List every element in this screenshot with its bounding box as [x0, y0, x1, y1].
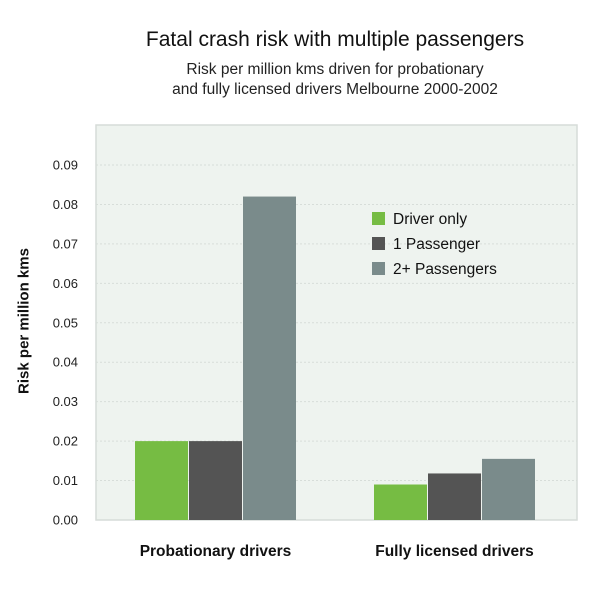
bar-1-passenger-fully-licensed — [428, 473, 481, 520]
bars — [135, 196, 535, 521]
category-label: Fully licensed drivers — [375, 543, 534, 560]
y-tick-label: 0.07 — [53, 236, 78, 251]
x-axis-categories: Probationary drivers Fully licensed drive… — [140, 543, 534, 560]
y-tick-label: 0.04 — [53, 355, 78, 370]
chart-subtitle: Risk per million kms driven for probatio… — [0, 60, 600, 100]
legend-label: 1 Passenger — [393, 236, 480, 253]
bar-1-passenger-probationary — [189, 441, 242, 520]
legend-label: 2+ Passengers — [393, 261, 497, 278]
legend: Driver only 1 Passenger 2+ Passengers — [372, 211, 497, 278]
y-tick-label: 0.09 — [53, 158, 78, 173]
legend-label: Driver only — [393, 211, 467, 228]
legend-swatch — [372, 212, 385, 225]
bar-driver-only-fully-licensed — [374, 484, 427, 520]
y-axis-ticks: 0.00 0.01 0.02 0.03 0.04 0.05 0.06 0.07 0.08 0.09 — [53, 158, 78, 528]
y-tick-label: 0.08 — [53, 197, 78, 212]
subtitle-line-1: Risk per million kms driven for probatio… — [186, 61, 484, 78]
category-label: Probationary drivers — [140, 543, 292, 560]
bar-driver-only-probationary — [135, 441, 188, 520]
legend-swatch — [372, 262, 385, 275]
bar-2-passengers-fully-licensed — [482, 458, 535, 520]
y-tick-label: 0.02 — [53, 434, 78, 449]
subtitle-line-2: and fully licensed drivers Melbourne 200… — [172, 81, 498, 98]
y-tick-label: 0.00 — [53, 513, 78, 528]
y-tick-label: 0.03 — [53, 394, 78, 409]
legend-swatch — [372, 237, 385, 250]
y-tick-label: 0.01 — [53, 473, 78, 488]
y-tick-label: 0.05 — [53, 315, 78, 330]
y-tick-label: 0.06 — [53, 276, 78, 291]
chart-title: Fatal crash risk with multiple passenger… — [145, 28, 525, 51]
bar-2-passengers-probationary — [243, 196, 296, 521]
